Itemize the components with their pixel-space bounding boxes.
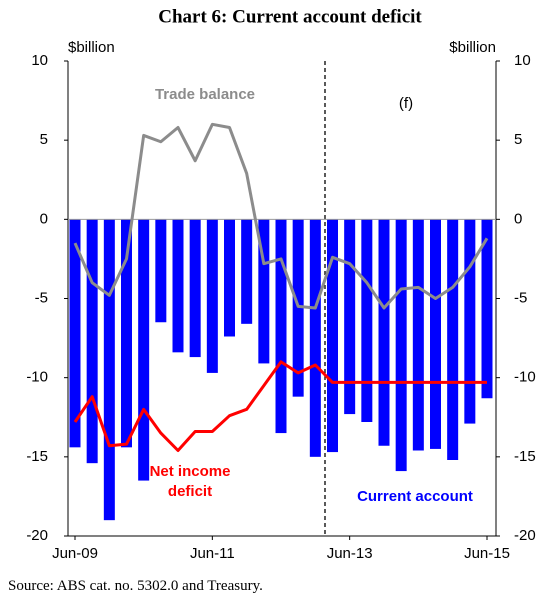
- x-tick-label: Jun-15: [464, 545, 510, 562]
- bar: [138, 219, 150, 481]
- bar: [86, 219, 98, 464]
- bar: [464, 219, 476, 424]
- bar: [430, 219, 441, 449]
- y-tick-label: -15: [26, 448, 48, 465]
- y-tick-label: -20: [26, 527, 48, 544]
- chart-title: Chart 6: Current account deficit: [158, 6, 422, 27]
- bar: [258, 219, 270, 364]
- line: [73, 122, 489, 310]
- y2-tick-label: -10: [514, 369, 536, 386]
- x-tick-label: Jun-09: [52, 545, 98, 562]
- y-tick-label: 5: [40, 131, 48, 148]
- bar: [378, 219, 390, 446]
- bar: [309, 219, 321, 457]
- y-tick-label: 0: [40, 210, 48, 227]
- y2-tick-label: -15: [514, 448, 536, 465]
- bar: [103, 219, 115, 521]
- bar: [172, 219, 184, 353]
- y-tick-label: -10: [26, 369, 48, 386]
- y2-tick-label: -5: [514, 289, 527, 306]
- bar: [344, 219, 356, 415]
- bar: [447, 219, 459, 460]
- x-tick-label: Jun-13: [327, 545, 373, 562]
- bar: [412, 219, 424, 451]
- line: [73, 360, 487, 452]
- y-axis-label: $billion: [68, 39, 115, 56]
- y2-tick-label: 5: [514, 131, 522, 148]
- bar: [275, 219, 287, 434]
- series-label: Trade balance: [154, 86, 256, 103]
- bar: [224, 219, 235, 337]
- bar: [206, 219, 218, 373]
- y2-tick-label: -20: [514, 527, 536, 544]
- y2-axis-label: $billion: [449, 39, 496, 56]
- bar: [481, 219, 493, 399]
- source-note: Source: ABS cat. no. 5302.0 and Treasury…: [8, 578, 263, 594]
- bar: [327, 219, 338, 453]
- bar: [395, 219, 407, 472]
- y-tick-label: -5: [35, 289, 48, 306]
- bar: [189, 219, 201, 358]
- y-tick-label: 10: [31, 52, 48, 69]
- series-label: Current account: [357, 488, 473, 505]
- bar: [155, 219, 167, 323]
- bar: [69, 219, 81, 448]
- bar: [361, 219, 373, 422]
- y2-tick-label: 10: [514, 52, 531, 69]
- x-tick-label: Jun-11: [190, 545, 235, 562]
- series-label: Net income deficit: [149, 463, 231, 500]
- annotation: (f): [399, 95, 413, 112]
- bar: [292, 219, 304, 397]
- bar: [121, 219, 132, 448]
- y2-tick-label: 0: [514, 210, 522, 227]
- bar: [241, 219, 253, 324]
